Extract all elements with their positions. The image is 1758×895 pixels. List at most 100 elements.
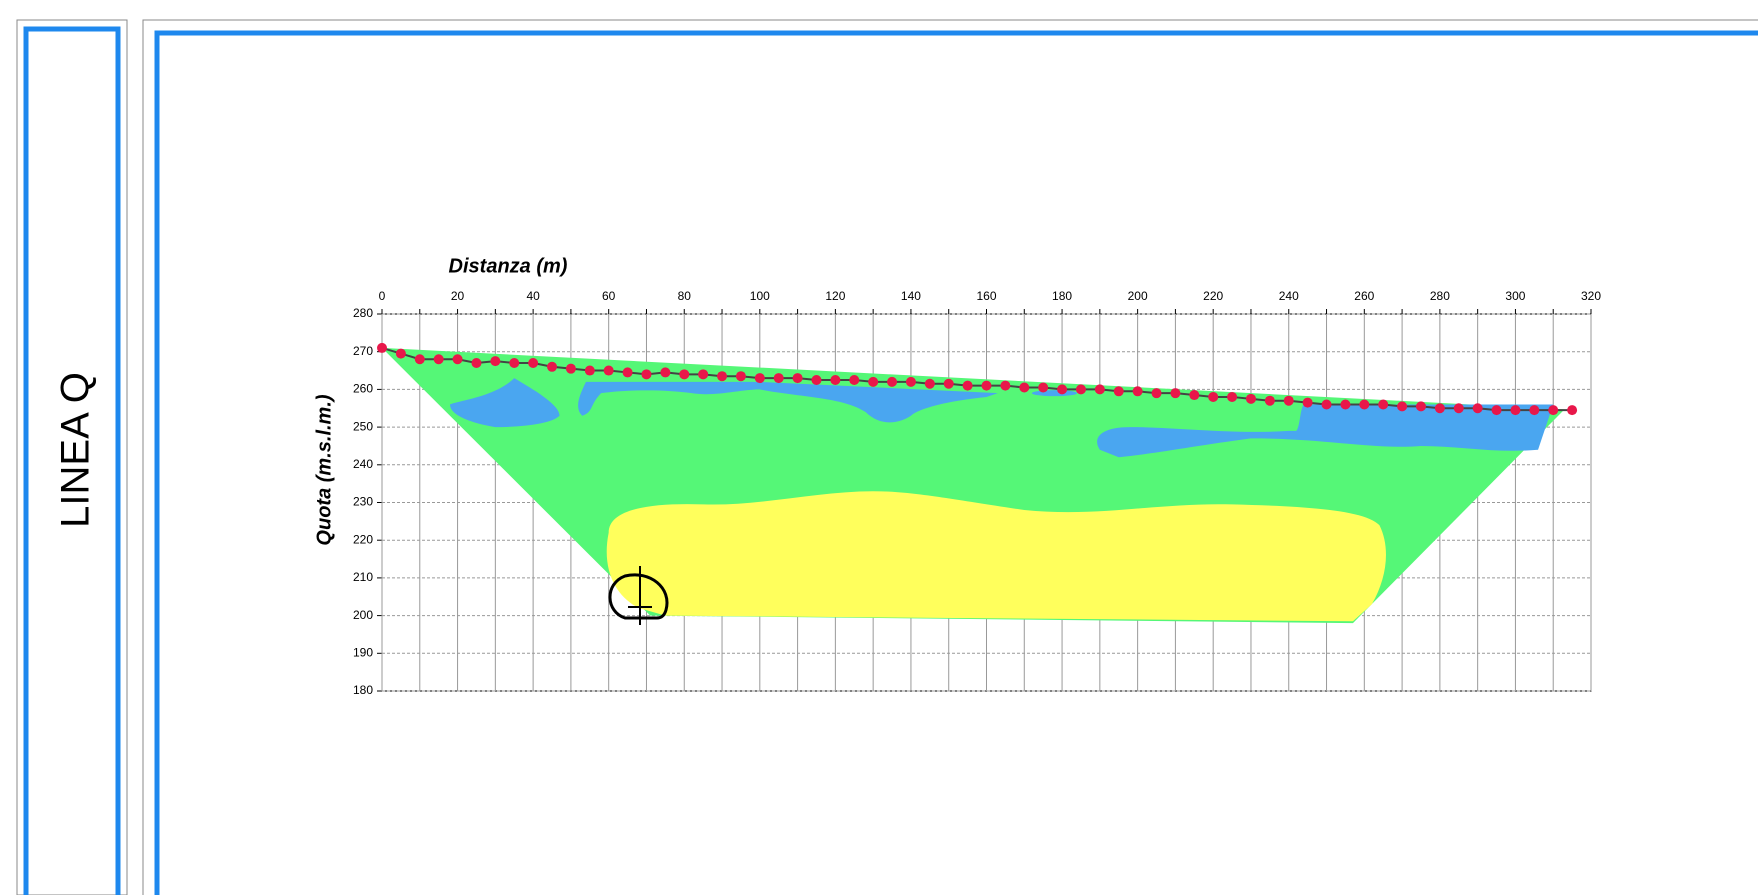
point	[962, 380, 973, 391]
plot: 180 190 200 210 220 230 240 250 260 270 280 0 20 40 60…	[353, 289, 1601, 697]
x-tick-label: 260	[1354, 289, 1374, 303]
point	[490, 356, 501, 367]
y-tick-label: 200	[353, 608, 373, 622]
y-tick-label: 250	[353, 419, 373, 433]
point	[660, 367, 671, 378]
point	[1302, 397, 1313, 408]
point	[528, 358, 539, 369]
side-frame	[16, 19, 128, 895]
point	[622, 367, 633, 378]
y-tick-label: 190	[353, 645, 373, 659]
point	[1453, 403, 1464, 414]
point	[868, 376, 879, 387]
point	[1113, 386, 1124, 397]
zone-blue	[450, 378, 560, 428]
surface-line	[381, 346, 1573, 412]
y-tick-label: 280	[353, 306, 373, 320]
point	[717, 371, 728, 382]
point	[603, 365, 614, 376]
y-tick-label: 220	[353, 532, 373, 546]
point	[565, 363, 576, 374]
point	[924, 378, 935, 389]
point	[641, 369, 652, 380]
x-tick-label: 140	[901, 289, 921, 303]
main-border	[154, 30, 1758, 895]
point	[433, 354, 444, 365]
x-tick-label: 320	[1581, 289, 1601, 303]
x-tick-label: 40	[526, 289, 540, 303]
zone-blue	[578, 381, 998, 423]
point	[773, 373, 784, 384]
point	[1491, 405, 1502, 416]
main-frame	[142, 19, 1758, 895]
y-tick-label: 240	[353, 457, 373, 471]
y-tick-label: 270	[353, 344, 373, 358]
zones	[382, 347, 1565, 624]
point	[509, 358, 520, 369]
point	[1094, 384, 1105, 395]
point	[1075, 384, 1086, 395]
x-tick-label: 200	[1128, 289, 1148, 303]
point	[1434, 403, 1445, 414]
point	[1000, 380, 1011, 391]
zone-blue	[1097, 404, 1554, 458]
point	[471, 358, 482, 369]
side-label: LINEA Q	[54, 372, 98, 528]
point	[377, 342, 387, 353]
point	[792, 373, 803, 384]
point	[1057, 384, 1068, 395]
y-tick-label: 210	[353, 570, 373, 584]
y-tick-label: 230	[353, 495, 373, 509]
x-tick-label: 120	[825, 289, 845, 303]
point	[1132, 386, 1143, 397]
point	[1283, 395, 1294, 406]
point	[1529, 405, 1540, 416]
x-tick-label: 80	[678, 289, 692, 303]
point	[1340, 399, 1351, 410]
y-axis-label: Quota (m.s.l.m.)	[313, 394, 335, 545]
point	[1038, 382, 1049, 393]
point	[1151, 388, 1162, 399]
x-tick-label: 160	[976, 289, 996, 303]
point	[1472, 403, 1483, 414]
point	[754, 373, 765, 384]
zone-yellow	[606, 491, 1386, 622]
point	[887, 376, 898, 387]
point	[1227, 391, 1238, 402]
point	[1264, 395, 1275, 406]
point	[414, 354, 425, 365]
x-tick-label: 300	[1505, 289, 1525, 303]
point	[1019, 382, 1030, 393]
point	[452, 354, 463, 365]
x-tick-label: 20	[451, 289, 465, 303]
point	[849, 374, 860, 385]
y-tick-label: 180	[353, 683, 373, 697]
point	[943, 378, 954, 389]
point	[584, 365, 595, 376]
point	[1359, 399, 1370, 410]
point	[1321, 399, 1332, 410]
point	[905, 376, 916, 387]
x-tick-label: 0	[379, 289, 386, 303]
x-tick-label: 60	[602, 289, 616, 303]
point	[1189, 390, 1200, 401]
x-tick-label: 220	[1203, 289, 1223, 303]
point	[811, 374, 822, 385]
tunnel	[608, 566, 669, 625]
point	[1548, 405, 1559, 416]
point	[1245, 393, 1256, 404]
side-border	[23, 26, 121, 895]
point	[1415, 401, 1426, 412]
x-tick-label: 180	[1052, 289, 1072, 303]
point	[1378, 399, 1389, 410]
point	[1170, 388, 1181, 399]
x-tick-label: 240	[1279, 289, 1299, 303]
x-tick-label: 100	[750, 289, 770, 303]
point	[981, 380, 992, 391]
point	[735, 371, 746, 382]
point	[830, 374, 841, 385]
x-axis-label: Distanza (m)	[449, 255, 568, 277]
point	[1208, 391, 1219, 402]
point	[1567, 405, 1578, 416]
